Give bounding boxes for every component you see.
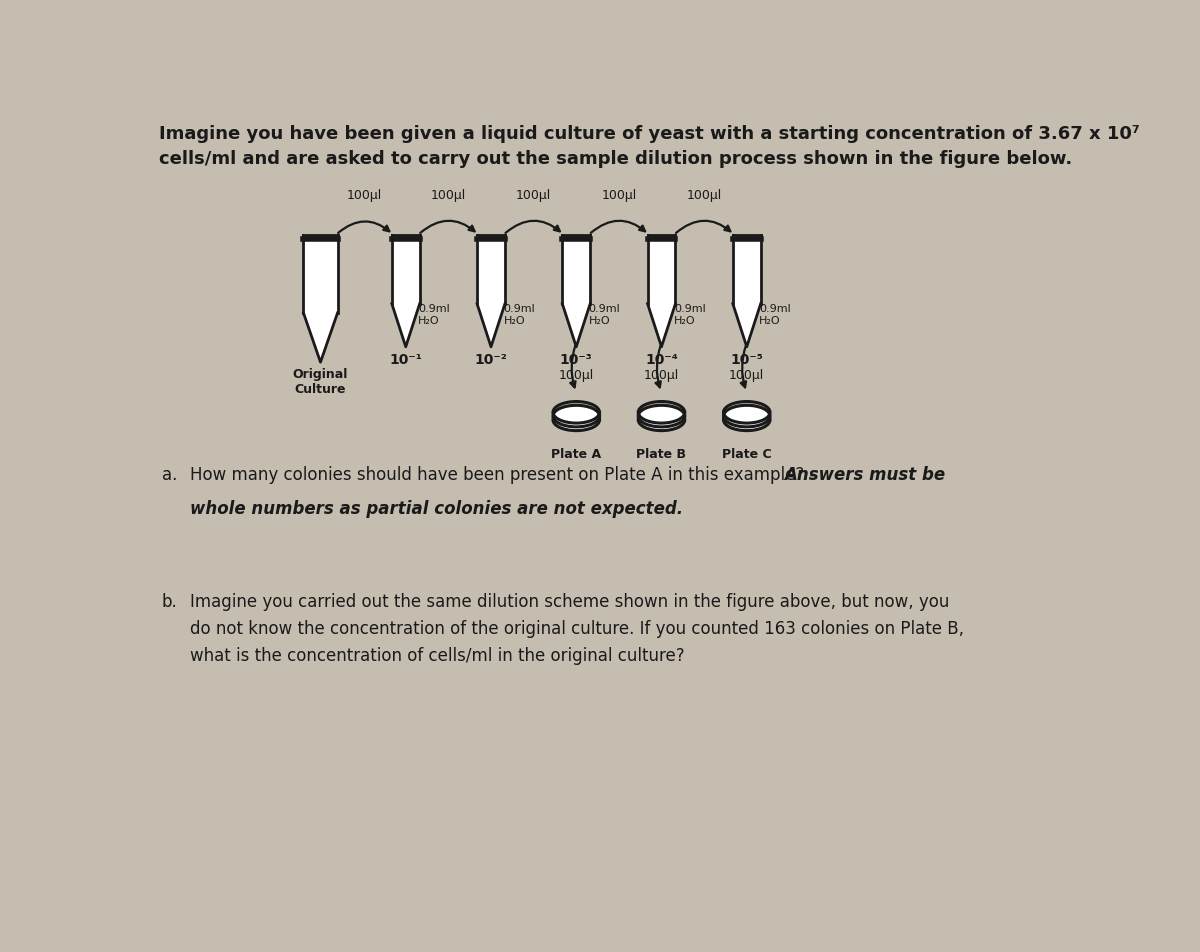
FancyArrowPatch shape [655,346,661,387]
Ellipse shape [638,407,685,428]
Text: Original
Culture: Original Culture [293,368,348,396]
Text: a.: a. [162,466,178,485]
Polygon shape [391,304,420,347]
Text: 0.9ml
H₂O: 0.9ml H₂O [504,305,535,326]
FancyArrowPatch shape [505,221,560,233]
Text: 10⁻³: 10⁻³ [560,353,593,367]
Polygon shape [304,313,337,362]
Ellipse shape [724,407,770,428]
Ellipse shape [553,406,600,426]
Text: 100μl: 100μl [516,189,551,203]
Polygon shape [733,239,761,304]
Text: 0.9ml
H₂O: 0.9ml H₂O [589,305,620,326]
Polygon shape [304,239,337,313]
Text: 100μl: 100μl [686,189,721,203]
FancyArrowPatch shape [740,346,746,387]
Text: 10⁻⁴: 10⁻⁴ [646,353,678,367]
Text: b.: b. [162,593,178,611]
Text: whole numbers as partial colonies are not expected.: whole numbers as partial colonies are no… [191,500,684,518]
Ellipse shape [553,407,600,428]
Text: Plate A: Plate A [551,448,601,462]
FancyArrowPatch shape [570,346,576,387]
Text: Answers must be: Answers must be [784,466,946,485]
Ellipse shape [638,406,685,426]
Text: 10⁻²: 10⁻² [475,353,508,367]
Polygon shape [478,304,505,347]
Text: 100μl: 100μl [431,189,466,203]
FancyArrowPatch shape [676,221,731,233]
Text: Imagine you carried out the same dilution scheme shown in the figure above, but : Imagine you carried out the same dilutio… [191,593,965,665]
Text: 10⁻¹: 10⁻¹ [389,353,422,367]
Text: Plate C: Plate C [722,448,772,462]
Text: 100μl: 100μl [730,369,764,383]
Text: 100μl: 100μl [347,189,383,203]
FancyArrowPatch shape [420,221,474,233]
Text: 0.9ml
H₂O: 0.9ml H₂O [418,305,450,326]
Polygon shape [648,239,676,304]
Text: cells/ml and are asked to carry out the sample dilution process shown in the fig: cells/ml and are asked to carry out the … [160,150,1073,169]
Polygon shape [478,239,505,304]
Polygon shape [563,304,590,347]
Text: 100μl: 100μl [559,369,594,383]
Polygon shape [648,304,676,347]
Ellipse shape [724,406,770,426]
Polygon shape [391,239,420,304]
Text: 10⁻⁵: 10⁻⁵ [731,353,763,367]
Text: How many colonies should have been present on Plate A in this example? -: How many colonies should have been prese… [191,466,821,485]
Text: 0.9ml
H₂O: 0.9ml H₂O [760,305,791,326]
Text: 0.9ml
H₂O: 0.9ml H₂O [674,305,706,326]
Polygon shape [733,304,761,347]
Polygon shape [563,239,590,304]
Text: 100μl: 100μl [601,189,636,203]
FancyArrowPatch shape [590,221,646,233]
Text: 100μl: 100μl [644,369,679,383]
FancyArrowPatch shape [338,222,389,233]
Text: Imagine you have been given a liquid culture of yeast with a starting concentrat: Imagine you have been given a liquid cul… [160,125,1140,143]
Text: Plate B: Plate B [636,448,686,462]
